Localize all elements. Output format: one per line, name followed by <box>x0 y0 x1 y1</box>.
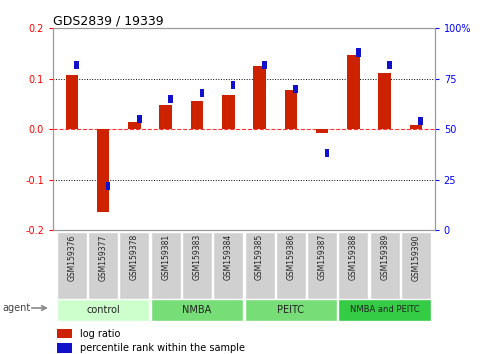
Bar <box>387 61 392 69</box>
Text: GSM159377: GSM159377 <box>99 234 108 281</box>
Text: GSM159387: GSM159387 <box>318 234 327 280</box>
Text: percentile rank within the sample: percentile rank within the sample <box>80 343 245 353</box>
Bar <box>284 90 297 129</box>
FancyBboxPatch shape <box>339 299 431 321</box>
Bar <box>222 95 235 129</box>
FancyBboxPatch shape <box>244 299 337 321</box>
Bar <box>325 149 329 158</box>
FancyBboxPatch shape <box>276 232 306 310</box>
FancyBboxPatch shape <box>244 232 274 310</box>
Bar <box>199 89 204 97</box>
Bar <box>128 122 141 129</box>
Bar <box>168 95 173 103</box>
Text: PEITC: PEITC <box>277 305 304 315</box>
FancyBboxPatch shape <box>88 232 118 310</box>
Text: NMBA: NMBA <box>183 305 212 315</box>
Text: GSM159385: GSM159385 <box>255 234 264 280</box>
Bar <box>66 75 78 129</box>
FancyBboxPatch shape <box>151 299 243 321</box>
Bar <box>159 105 172 129</box>
FancyBboxPatch shape <box>57 299 149 321</box>
Text: GSM159388: GSM159388 <box>349 234 358 280</box>
Bar <box>356 48 361 57</box>
Text: agent: agent <box>2 303 30 313</box>
Text: log ratio: log ratio <box>80 329 120 339</box>
FancyBboxPatch shape <box>182 232 212 310</box>
Bar <box>418 117 423 125</box>
Text: GSM159386: GSM159386 <box>286 234 295 280</box>
Bar <box>253 66 266 129</box>
FancyBboxPatch shape <box>307 232 337 310</box>
FancyBboxPatch shape <box>339 232 369 310</box>
Text: GSM159384: GSM159384 <box>224 234 233 280</box>
FancyBboxPatch shape <box>119 232 149 310</box>
Bar <box>378 73 391 129</box>
Text: GSM159381: GSM159381 <box>161 234 170 280</box>
Text: GSM159389: GSM159389 <box>380 234 389 280</box>
Text: GSM159383: GSM159383 <box>193 234 201 280</box>
Bar <box>347 55 360 129</box>
Bar <box>106 182 111 190</box>
Bar <box>231 81 236 89</box>
Bar <box>137 115 142 123</box>
Text: GDS2839 / 19339: GDS2839 / 19339 <box>53 14 164 27</box>
Bar <box>262 61 267 69</box>
Bar <box>316 129 328 133</box>
Bar <box>293 85 298 93</box>
FancyBboxPatch shape <box>151 232 181 310</box>
Text: control: control <box>86 305 120 315</box>
Text: GSM159378: GSM159378 <box>130 234 139 280</box>
Bar <box>74 61 79 69</box>
Text: GSM159376: GSM159376 <box>68 234 76 281</box>
FancyBboxPatch shape <box>57 232 87 310</box>
Bar <box>410 125 422 129</box>
Bar <box>57 329 72 338</box>
Bar <box>191 102 203 129</box>
Text: GSM159390: GSM159390 <box>412 234 420 281</box>
FancyBboxPatch shape <box>213 232 243 310</box>
FancyBboxPatch shape <box>369 232 399 310</box>
Bar <box>57 343 72 353</box>
Text: NMBA and PEITC: NMBA and PEITC <box>350 305 419 314</box>
FancyBboxPatch shape <box>401 232 431 310</box>
Bar <box>97 129 110 212</box>
